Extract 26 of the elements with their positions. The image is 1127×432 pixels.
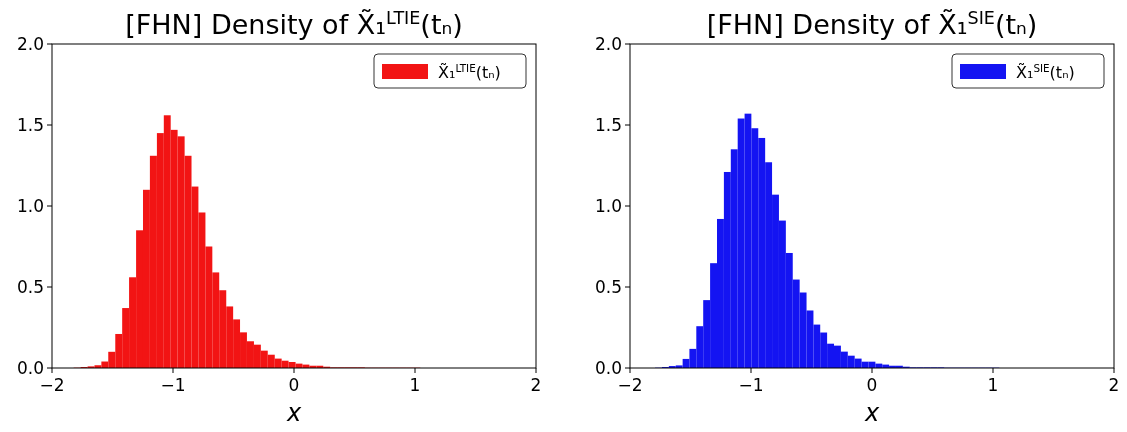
legend-label: X̃₁$^{LTIE}$(tₙ): [438, 62, 501, 82]
legend-label: X̃₁$^{SIE}$(tₙ): [1016, 62, 1075, 82]
x-tick-label: 2: [1108, 375, 1120, 395]
y-tick-label: 0.5: [16, 277, 44, 297]
x-tick-label: 1: [409, 375, 421, 395]
y-tick-label: 2.0: [594, 34, 622, 54]
y-tick-label: 0.0: [16, 358, 44, 378]
x-tick-label: 0: [288, 375, 300, 395]
x-tick-label: −1: [738, 375, 764, 395]
x-tick-label: 2: [530, 375, 542, 395]
x-axis-title: x: [285, 399, 302, 427]
x-tick-label: −1: [160, 375, 186, 395]
x-tick-label: −2: [617, 375, 643, 395]
x-tick-label: −2: [39, 375, 65, 395]
chart-title: [FHN] Density of X̃₁$^{SIE}$(tₙ): [706, 8, 1038, 40]
chart-title: [FHN] Density of X̃₁$^{LTIE}$(tₙ): [125, 8, 463, 40]
x-tick-label: 0: [866, 375, 878, 395]
y-tick-label: 0.0: [594, 358, 622, 378]
y-tick-label: 2.0: [16, 34, 44, 54]
y-tick-label: 1.0: [16, 196, 44, 216]
x-axis-title: x: [863, 399, 880, 427]
y-tick-label: 0.5: [594, 277, 622, 297]
y-tick-label: 1.0: [594, 196, 622, 216]
y-tick-label: 1.5: [594, 115, 622, 135]
y-tick-label: 1.5: [16, 115, 44, 135]
x-tick-label: 1: [987, 375, 999, 395]
